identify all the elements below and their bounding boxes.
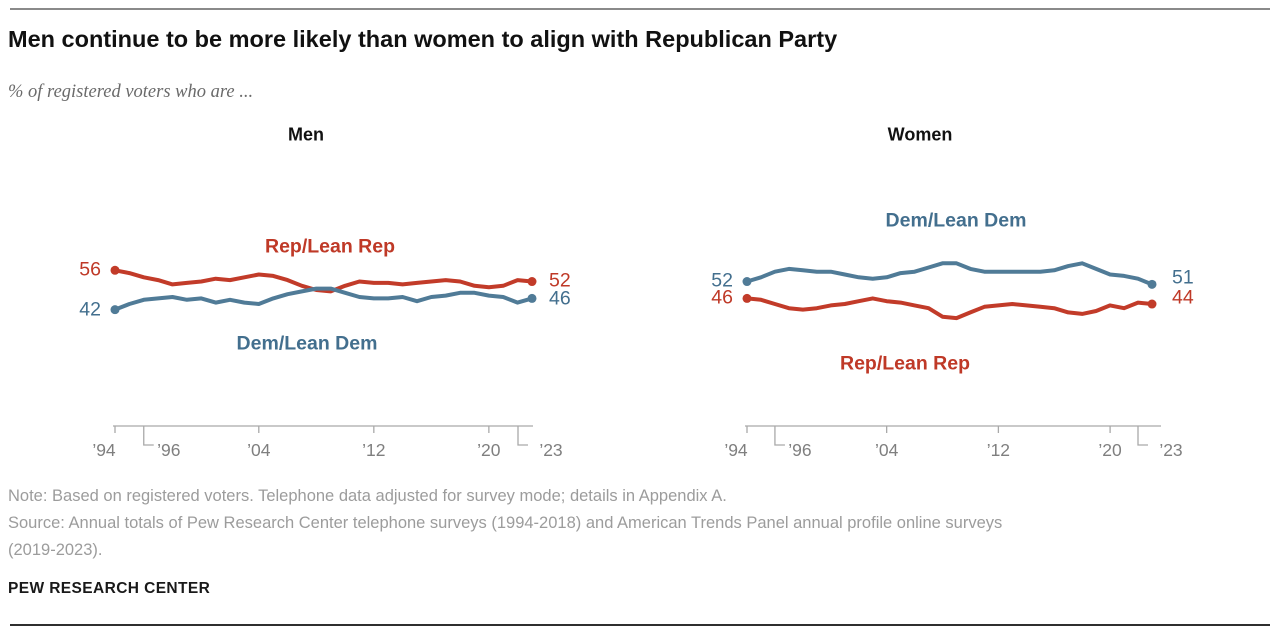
men-rep-end-value: 52: [549, 269, 571, 292]
men-x-tick-label: ’96: [157, 440, 180, 460]
men-x-tick-label: ’23: [539, 440, 562, 460]
women-rep-start-dot: [742, 293, 752, 303]
men-x-tick-label: ’12: [362, 440, 385, 460]
series-label-men-rep: Rep/Lean Rep: [264, 235, 396, 258]
women-dem-start-dot: [742, 277, 752, 287]
men-x-tick-label: ’20: [477, 440, 501, 460]
men-rep-start-value: 56: [79, 258, 101, 281]
footnote-block: Note: Based on registered voters. Teleph…: [8, 483, 1002, 564]
men-dem-line: [113, 286, 534, 312]
series-label-women-rep: Rep/Lean Rep: [839, 352, 971, 375]
men-dem-start-dot: [110, 305, 120, 315]
women-x-tick-label: ’20: [1098, 440, 1122, 460]
women-rep-end-value: 44: [1172, 286, 1194, 309]
women-dem-line: [745, 261, 1154, 287]
source-line-continued: (2019-2023).: [8, 541, 103, 559]
men-x-tick-label: ’04: [247, 440, 271, 460]
women-x-tick-label: ’23: [1159, 440, 1182, 460]
women-dem-end-dot: [1147, 279, 1157, 289]
series-label-women-dem: Dem/Lean Dem: [885, 209, 1027, 232]
women-rep-line: [745, 296, 1154, 321]
source-line: Source: Annual totals of Pew Research Ce…: [8, 514, 1003, 532]
men-dem-end-value: 46: [549, 287, 571, 310]
panel-title-women: Women: [887, 124, 953, 145]
top-divider: [10, 8, 1270, 10]
series-label-men-dem: Dem/Lean Dem: [236, 332, 378, 355]
women-x-tick-elbow-96: [774, 426, 785, 446]
page-title: Men continue to be more likely than wome…: [8, 26, 838, 52]
chart-subtitle: % of registered voters who are ...: [8, 82, 254, 102]
women-rep-start-value: 46: [711, 286, 733, 309]
women-dem-start-value: 52: [711, 269, 733, 292]
brand-label: PEW RESEARCH CENTER: [8, 580, 211, 597]
women-rep-end-dot: [1147, 299, 1157, 309]
women-x-tick-label: ’12: [987, 440, 1010, 460]
women-x-tick-label: ’96: [788, 440, 811, 460]
men-x-tick-label: ’94: [92, 440, 116, 460]
women-x-tick-label: ’94: [724, 440, 748, 460]
men-dem-start-value: 42: [79, 298, 101, 321]
bottom-divider: [10, 624, 1270, 626]
men-dem-end-dot: [527, 293, 537, 303]
note-line: Note: Based on registered voters. Teleph…: [8, 487, 727, 505]
men-x-tick-elbow-23: [517, 426, 528, 446]
panel-title-men: Men: [288, 124, 324, 145]
men-rep-line: [113, 268, 534, 294]
women-x-tick-label: ’04: [875, 440, 899, 460]
women-dem-end-value: 51: [1172, 266, 1194, 289]
men-rep-start-dot: [110, 265, 120, 275]
men-x-tick-elbow-96: [143, 426, 154, 446]
men-rep-end-dot: [527, 277, 537, 287]
women-x-tick-elbow-23: [1137, 426, 1148, 446]
